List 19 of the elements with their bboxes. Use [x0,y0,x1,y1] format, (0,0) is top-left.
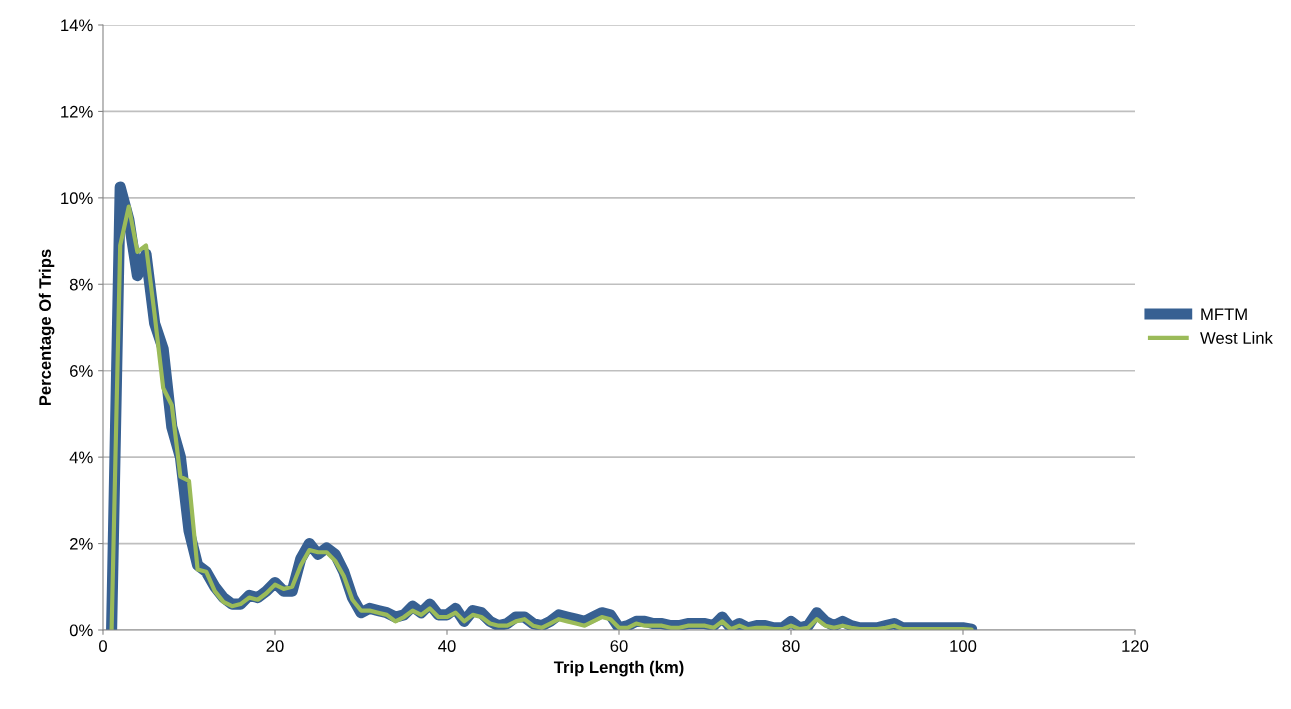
y-tick-label: 6% [70,365,93,377]
y-tick-label: 8% [69,278,93,291]
x-tick-label: 100 [950,640,977,652]
y-tick-label: 0% [69,624,93,637]
y-tick-label: 4% [69,451,93,464]
y-axis-title: Percentage Of Trips [38,249,55,406]
legend-label: West Link [1200,331,1273,344]
x-tick-label: 0 [99,640,107,652]
x-tick-label: 120 [1122,640,1149,652]
y-tick-label: 2% [70,537,93,550]
x-tick-label: 60 [610,640,628,652]
x-tick-label: 20 [266,640,284,652]
x-tick-label: 80 [782,640,800,652]
y-tick-label: 10% [61,192,93,205]
x-tick-label: 40 [438,640,456,652]
y-tick-label: 12% [61,105,93,118]
legend-label: MFTM [1201,308,1247,320]
y-tick-label: 14% [61,19,93,32]
x-axis-title: Trip Length (km) [553,660,684,677]
